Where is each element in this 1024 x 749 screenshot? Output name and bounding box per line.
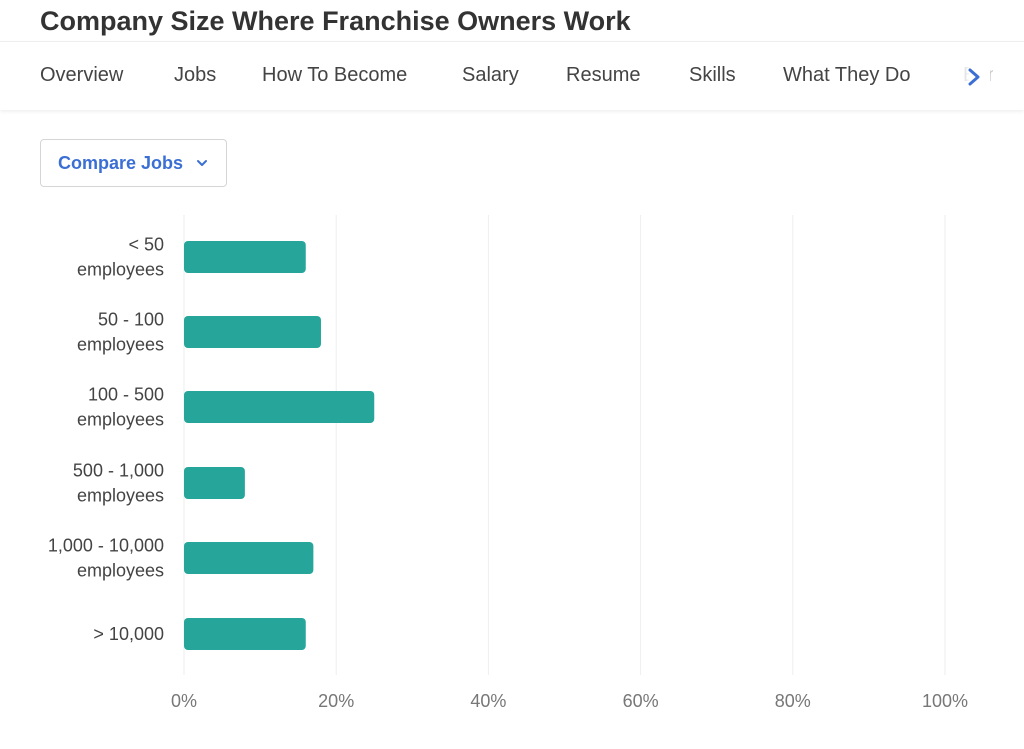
category-label-4-line-1: employees <box>77 561 164 581</box>
bar-2 <box>184 391 375 423</box>
x-tick-label-4: 80% <box>775 691 811 711</box>
bar-1 <box>184 316 321 348</box>
category-label-2-line-0: 100 - 500 <box>88 385 164 405</box>
category-label-5: > 10,000 <box>93 624 164 644</box>
x-tick-label-0: 0% <box>171 691 197 711</box>
chevron-down-icon <box>197 160 208 166</box>
nav-item-jobs[interactable]: Jobs <box>174 64 217 86</box>
category-label-2-line-1: employees <box>77 410 164 430</box>
x-tick-label-3: 60% <box>623 691 659 711</box>
x-tick-label-2: 40% <box>470 691 506 711</box>
nav-item-how-to-become[interactable]: How To Become <box>262 64 408 86</box>
bar-5 <box>184 618 306 650</box>
x-tick-label-1: 20% <box>318 691 354 711</box>
bar-4 <box>184 542 314 574</box>
compare-jobs-label: Compare Jobs <box>58 152 184 173</box>
nav-item-what-they-do[interactable]: What They Do <box>783 64 911 86</box>
nav-item-overview[interactable]: Overview <box>40 64 124 86</box>
section-nav: Overview Jobs How To Become Salary Resum… <box>0 41 1024 110</box>
nav-item-salary[interactable]: Salary <box>462 64 519 86</box>
bar-3 <box>184 467 245 499</box>
category-label-3-line-0: 500 - 1,000 <box>73 461 164 481</box>
category-label-0-line-1: employees <box>77 260 164 280</box>
nav-item-skills[interactable]: Skills <box>689 64 736 86</box>
category-label-0-line-0: < 50 <box>128 235 164 255</box>
nav-next-button[interactable] <box>960 62 990 92</box>
bar-0 <box>184 241 306 273</box>
category-label-1-line-0: 50 - 100 <box>98 310 164 330</box>
nav-item-resume[interactable]: Resume <box>566 64 641 86</box>
category-label-3-line-1: employees <box>77 486 164 506</box>
chevron-right-icon <box>968 68 980 86</box>
company-size-chart: < 50 employees 50 - 100 employees 100 - 500 e… <box>48 215 968 711</box>
x-tick-label-5: 100% <box>922 691 968 711</box>
category-label-4-line-0: 1,000 - 10,000 <box>48 536 164 556</box>
category-label-1-line-1: employees <box>77 335 164 355</box>
page-title: Company Size Where Franchise Owners Work <box>40 6 631 36</box>
compare-jobs-button[interactable]: Compare Jobs <box>40 139 227 187</box>
